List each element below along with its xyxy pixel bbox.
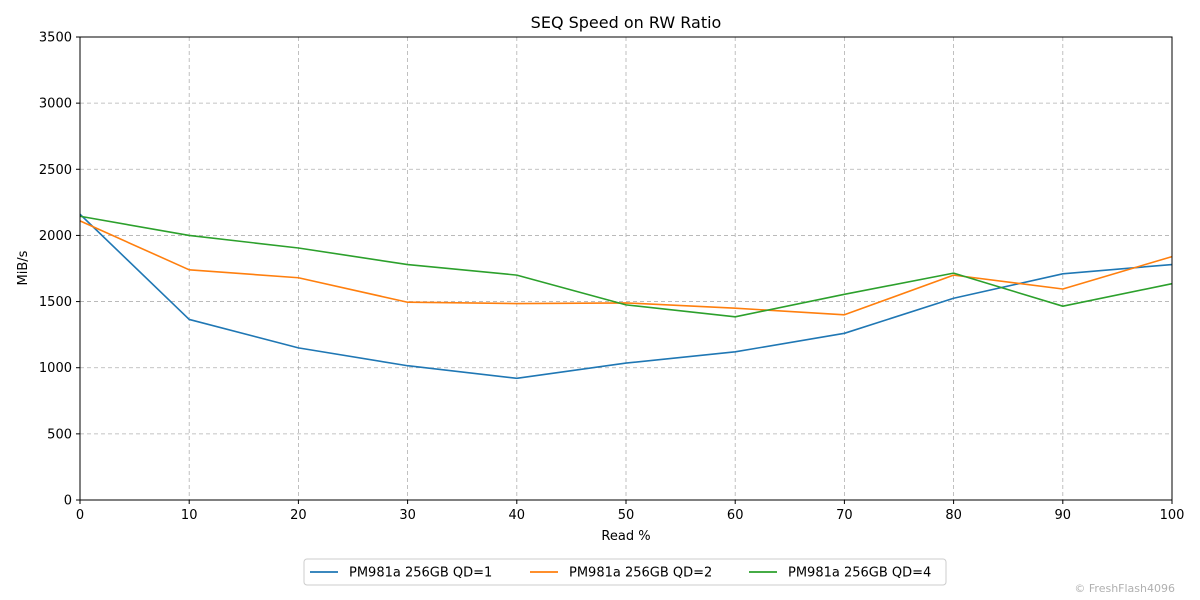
legend-label: PM981a 256GB QD=1 (349, 566, 492, 581)
x-tick-label: 20 (290, 508, 307, 523)
x-tick-label: 80 (945, 508, 962, 523)
series-line-qd1 (79, 213, 1173, 380)
grid (79, 36, 1173, 501)
legend-label: PM981a 256GB QD=4 (788, 566, 931, 581)
y-tick-label: 2000 (39, 229, 72, 244)
chart-title: SEQ Speed on RW Ratio (531, 13, 722, 32)
y-tick-label: 500 (47, 427, 72, 442)
y-tick-label: 3000 (39, 97, 72, 112)
y-tick-label: 1500 (39, 295, 72, 310)
y-tick-label: 1000 (39, 361, 72, 376)
x-tick-label: 60 (727, 508, 744, 523)
y-tick-label: 3500 (39, 31, 72, 46)
series-layer (79, 213, 1173, 380)
x-tick-label: 40 (509, 508, 526, 523)
x-tick-label: 90 (1055, 508, 1072, 523)
legend-frame (303, 558, 947, 586)
x-tick-label: 100 (1160, 508, 1185, 523)
y-tick-label: 2500 (39, 163, 72, 178)
x-tick-label: 0 (76, 508, 84, 523)
y-axis-title: MiB/s (16, 250, 31, 285)
x-axis: 0 10 20 30 40 50 60 70 80 90 100 (76, 500, 1185, 523)
x-tick-label: 70 (836, 508, 853, 523)
x-tick-label: 10 (181, 508, 198, 523)
y-tick-label: 0 (64, 494, 72, 509)
legend: PM981a 256GB QD=1 PM981a 256GB QD=2 PM981a… (303, 558, 947, 586)
x-axis-title: Read % (601, 529, 650, 544)
legend-label: PM981a 256GB QD=2 (569, 566, 712, 581)
x-tick-label: 50 (618, 508, 635, 523)
y-axis: 0 500 1000 1500 2000 2500 3000 3500 (39, 31, 80, 509)
series-line-qd2 (79, 220, 1173, 316)
watermark: © FreshFlash4096 (1074, 582, 1175, 595)
series-line-qd4 (79, 215, 1173, 318)
x-tick-label: 30 (399, 508, 416, 523)
